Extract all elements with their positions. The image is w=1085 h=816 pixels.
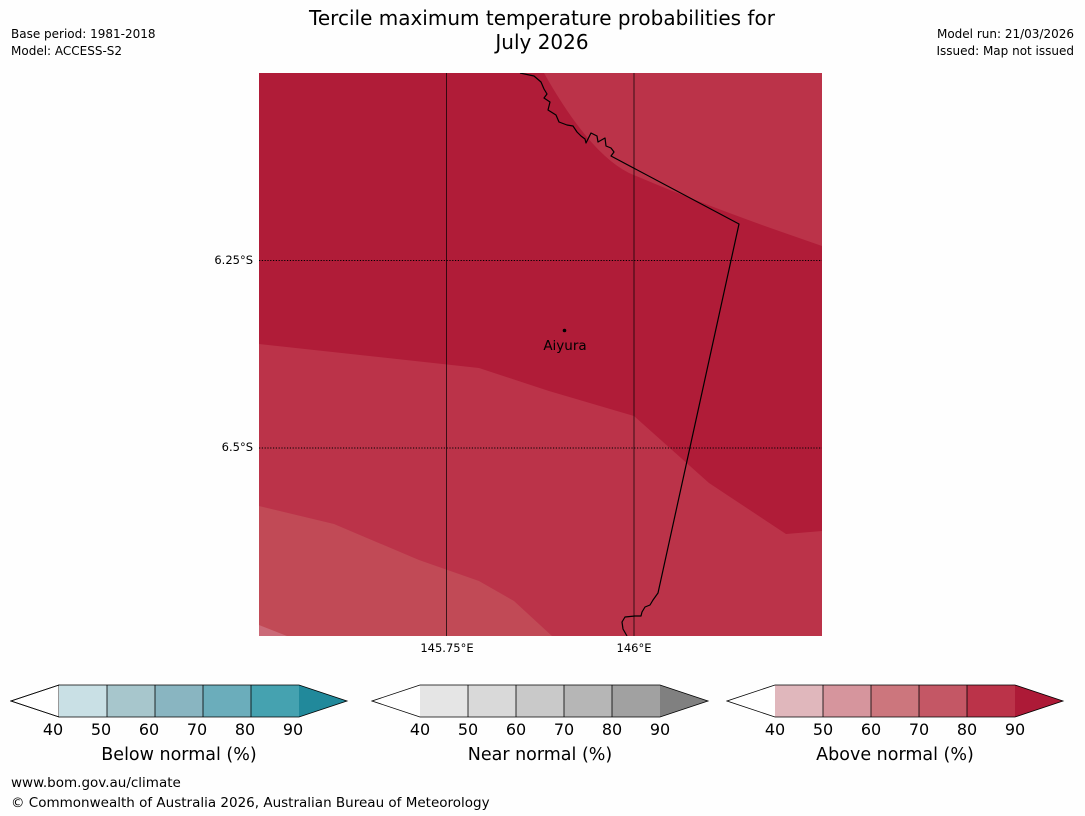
footer-copyright: © Commonwealth of Australia 2026, Austra… bbox=[11, 795, 490, 811]
above-normal-band-50-60 bbox=[823, 685, 871, 717]
lon-label-145-75: 145.75°E bbox=[420, 641, 474, 655]
meta-right: Model run: 21/03/2026 Issued: Map not is… bbox=[936, 26, 1074, 60]
lon-label-146: 146°E bbox=[616, 641, 652, 655]
colorbar-above-normal-swatches bbox=[726, 684, 1065, 718]
below-normal-tick-60: 60 bbox=[138, 720, 160, 739]
below-normal-over-arrow bbox=[299, 685, 347, 717]
below-normal-under-arrow bbox=[10, 684, 60, 718]
aiyura-marker bbox=[562, 328, 567, 333]
near-normal-tick-90: 90 bbox=[649, 720, 671, 739]
above-normal-tick-50: 50 bbox=[812, 720, 834, 739]
near-normal-tick-40: 40 bbox=[409, 720, 431, 739]
meta-left: Base period: 1981-2018 Model: ACCESS-S2 bbox=[11, 26, 156, 60]
border-line bbox=[519, 73, 740, 636]
below-normal-tick-90: 90 bbox=[282, 720, 304, 739]
near-normal-band-80-90 bbox=[612, 685, 660, 717]
above-normal-over-arrow bbox=[1015, 685, 1063, 717]
near-normal-band-60-70 bbox=[516, 685, 564, 717]
near-normal-band-50-60 bbox=[468, 685, 516, 717]
below-normal-band-70-80 bbox=[203, 685, 251, 717]
near-normal-over-arrow bbox=[660, 685, 708, 717]
near-normal-tick-60: 60 bbox=[505, 720, 527, 739]
below-normal-tick-70: 70 bbox=[186, 720, 208, 739]
below-normal-tick-40: 40 bbox=[42, 720, 64, 739]
above-normal-under-arrow bbox=[727, 685, 775, 717]
near-normal-band-70-80 bbox=[564, 685, 612, 717]
below-normal-band-60-70 bbox=[155, 685, 203, 717]
above-normal-band-80-90 bbox=[967, 685, 1015, 717]
above-normal-band-40-50 bbox=[775, 685, 823, 717]
colorbar-near-normal-swatches bbox=[371, 684, 710, 718]
zone-above-60-70 bbox=[259, 506, 552, 636]
below-normal-tick-50: 50 bbox=[90, 720, 112, 739]
colorbar-below-normal-swatches bbox=[10, 684, 349, 718]
near-normal-tick-50: 50 bbox=[457, 720, 479, 739]
above-normal-tick-70: 70 bbox=[908, 720, 930, 739]
issued-status: Issued: Map not issued bbox=[936, 44, 1074, 58]
below-normal-title: Below normal (%) bbox=[101, 745, 257, 765]
lat-label-6-5: 6.5°S bbox=[221, 440, 253, 454]
near-normal-tick-80: 80 bbox=[601, 720, 623, 739]
below-normal-band-50-60 bbox=[107, 685, 155, 717]
near-normal-under-arrow bbox=[372, 685, 420, 717]
below-normal-tick-80: 80 bbox=[234, 720, 256, 739]
zone-above-70-80-northeast bbox=[544, 73, 822, 246]
above-normal-tick-90: 90 bbox=[1004, 720, 1026, 739]
probability-map: Aiyura bbox=[259, 73, 822, 636]
above-normal-band-60-70 bbox=[871, 685, 919, 717]
aiyura-label: Aiyura bbox=[543, 338, 586, 354]
title-line-1: Tercile maximum temperature probabilitie… bbox=[309, 6, 775, 30]
lat-label-6-25: 6.25°S bbox=[214, 253, 253, 267]
base-period: Base period: 1981-2018 bbox=[11, 27, 156, 41]
above-normal-title: Above normal (%) bbox=[816, 745, 974, 765]
above-normal-band-70-80 bbox=[919, 685, 967, 717]
above-normal-tick-80: 80 bbox=[956, 720, 978, 739]
zone-above-50-60 bbox=[259, 625, 287, 636]
footer-url: www.bom.gov.au/climate bbox=[11, 775, 181, 791]
model-name: Model: ACCESS-S2 bbox=[11, 44, 123, 58]
near-normal-title: Near normal (%) bbox=[467, 745, 613, 765]
model-run: Model run: 21/03/2026 bbox=[936, 27, 1074, 41]
title-line-2: July 2026 bbox=[495, 30, 589, 54]
below-normal-band-80-90 bbox=[251, 685, 299, 717]
above-normal-tick-60: 60 bbox=[860, 720, 882, 739]
above-normal-tick-40: 40 bbox=[764, 720, 786, 739]
map-title: Tercile maximum temperature probabilitie… bbox=[242, 6, 842, 54]
near-normal-tick-70: 70 bbox=[553, 720, 575, 739]
below-normal-band-40-50 bbox=[59, 685, 107, 717]
near-normal-band-40-50 bbox=[420, 685, 468, 717]
